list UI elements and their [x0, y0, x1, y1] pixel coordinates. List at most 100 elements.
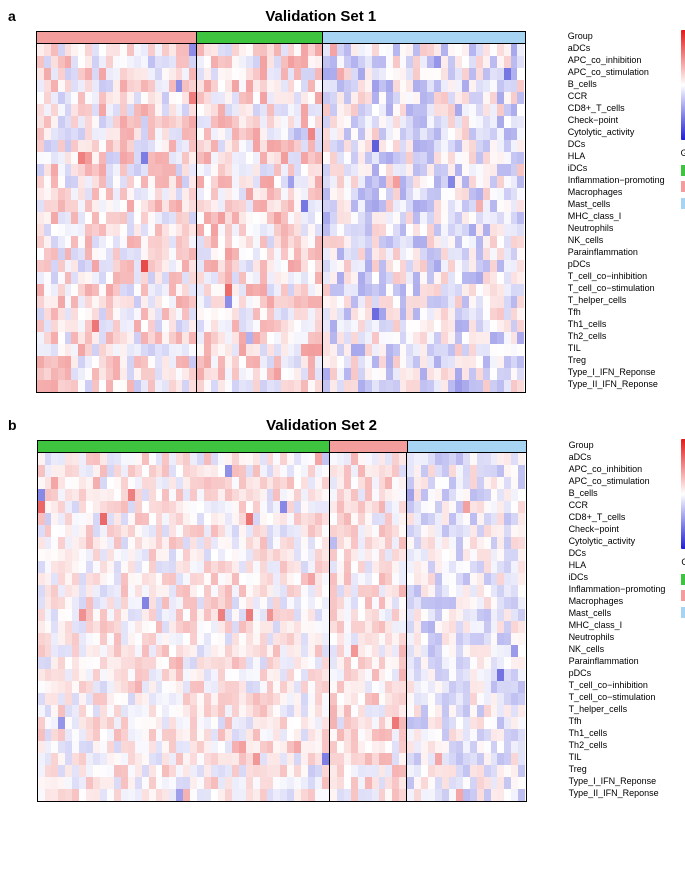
heatmap-cell — [58, 68, 65, 80]
heatmap-cell — [169, 344, 176, 356]
heatmap-cell — [281, 320, 288, 332]
heatmap-cell — [372, 453, 379, 465]
heatmap-cell — [218, 609, 225, 621]
heatmap-cell — [385, 537, 392, 549]
heatmap-cell — [211, 308, 218, 320]
heatmap-cell — [176, 116, 183, 128]
heatmap-cell — [100, 585, 107, 597]
heatmap-cell — [106, 224, 113, 236]
heatmap-cell — [294, 56, 301, 68]
heatmap-cell — [490, 176, 497, 188]
heatmap-cell — [441, 152, 448, 164]
heatmap-cell — [246, 561, 253, 573]
heatmap-cell — [65, 645, 72, 657]
heatmap-cell — [434, 308, 441, 320]
heatmap-cell — [246, 585, 253, 597]
heatmap-cell — [225, 705, 232, 717]
heatmap-cell — [372, 152, 379, 164]
heatmap-cell — [85, 44, 92, 56]
legend-title: Group — [681, 557, 685, 567]
heatmap-cell — [79, 453, 86, 465]
heatmap-cell — [449, 477, 456, 489]
heatmap-cell — [420, 308, 427, 320]
heatmap-cell — [358, 741, 365, 753]
heatmap-cell — [149, 645, 156, 657]
heatmap-cell — [92, 152, 99, 164]
heatmap-cell — [434, 332, 441, 344]
heatmap-cell — [45, 549, 52, 561]
heatmap-cell — [162, 477, 169, 489]
heatmap-cell — [211, 765, 218, 777]
heatmap-cell — [315, 104, 322, 116]
heatmap-cell — [196, 224, 204, 236]
heatmap-cell — [329, 525, 337, 537]
heatmap-cell — [134, 380, 141, 392]
heatmap-cell — [113, 152, 120, 164]
heatmap-cell — [428, 681, 435, 693]
heatmap-cell — [456, 741, 463, 753]
heatmap-cell — [142, 513, 149, 525]
heatmap-cell — [456, 525, 463, 537]
heatmap-cell — [294, 176, 301, 188]
heatmap-cell — [134, 176, 141, 188]
heatmap-row — [38, 789, 526, 801]
heatmap-cell — [71, 56, 78, 68]
heatmap-cell — [420, 248, 427, 260]
heatmap-cell — [330, 176, 337, 188]
heatmap-cell — [477, 693, 484, 705]
heatmap-cell — [406, 176, 413, 188]
heatmap-cell — [141, 212, 148, 224]
heatmap-cell — [204, 44, 211, 56]
heatmap-cell — [414, 621, 421, 633]
heatmap-cell — [120, 236, 127, 248]
heatmap-cell — [413, 296, 420, 308]
heatmap-cell — [196, 56, 204, 68]
heatmap-cell — [100, 765, 107, 777]
heatmap-cell — [322, 188, 330, 200]
heatmap-cell — [51, 248, 58, 260]
heatmap-cell — [344, 753, 351, 765]
heatmap-cell — [176, 344, 183, 356]
heatmap-cell — [71, 296, 78, 308]
heatmap-cell — [71, 188, 78, 200]
heatmap-cell — [204, 164, 211, 176]
heatmap-cell — [246, 212, 253, 224]
heatmap-row — [37, 308, 525, 320]
heatmap-cell — [189, 104, 196, 116]
heatmap-cell — [253, 789, 260, 801]
heatmap-cell — [351, 212, 358, 224]
heatmap-cell — [51, 693, 58, 705]
heatmap-cell — [79, 789, 86, 801]
heatmap-cell — [100, 513, 107, 525]
heatmap-cell — [79, 717, 86, 729]
heatmap-cell — [148, 128, 155, 140]
heatmap-cell — [135, 645, 142, 657]
heatmap-cell — [287, 609, 294, 621]
heatmap-cell — [315, 717, 322, 729]
heatmap-cell — [400, 68, 407, 80]
heatmap-row — [38, 489, 526, 501]
heatmap-cell — [232, 56, 239, 68]
heatmap-cell — [294, 356, 301, 368]
heatmap-cell — [365, 561, 372, 573]
heatmap-cell — [308, 140, 315, 152]
heatmap-row — [37, 68, 525, 80]
heatmap-cell — [38, 453, 45, 465]
heatmap-cell — [477, 753, 484, 765]
heatmap-cell — [287, 705, 294, 717]
heatmap-cell — [517, 92, 524, 104]
heatmap-cell — [189, 248, 196, 260]
heatmap-cell — [253, 561, 260, 573]
heatmap-cell — [37, 368, 44, 380]
heatmap-cell — [99, 224, 106, 236]
heatmap-cell — [301, 501, 308, 513]
heatmap-cell — [315, 332, 322, 344]
heatmap-cell — [477, 525, 484, 537]
heatmap-cell — [182, 248, 189, 260]
heatmap-cell — [414, 513, 421, 525]
heatmap-cell — [113, 212, 120, 224]
heatmap-cell — [204, 320, 211, 332]
heatmap-cell — [427, 44, 434, 56]
heatmap-cell — [260, 729, 267, 741]
heatmap-cell — [128, 453, 135, 465]
